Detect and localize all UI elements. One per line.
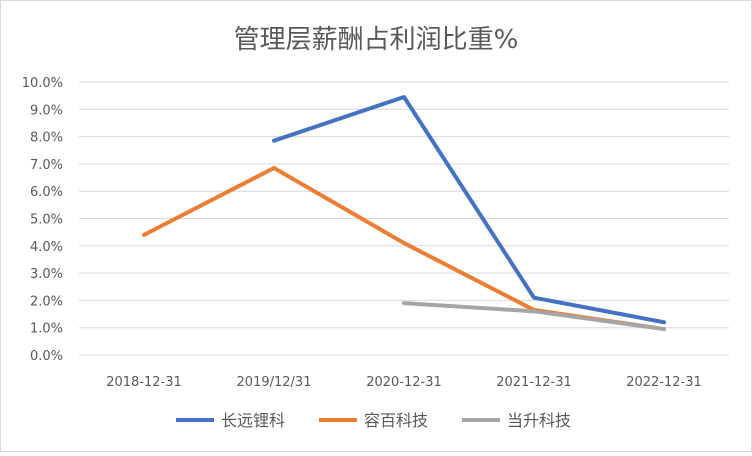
y-tick-label: 3.0%	[30, 267, 63, 282]
x-axis-ticks: 2018-12-31 2019/12/31 2020-12-31 2021-12-31…	[106, 375, 702, 390]
y-tick-label: 5.0%	[30, 213, 63, 228]
x-tick-label: 2022-12-31	[626, 375, 702, 390]
y-tick-label: 6.0%	[30, 185, 63, 200]
y-tick-label: 4.0%	[30, 240, 63, 255]
x-tick-label: 2018-12-31	[106, 375, 182, 390]
y-tick-label: 0.0%	[30, 349, 63, 364]
y-tick-label: 8.0%	[30, 131, 63, 146]
x-tick-label: 2021-12-31	[496, 375, 572, 390]
series-line	[272, 95, 666, 325]
x-tick-label: 2019/12/31	[237, 375, 312, 390]
legend-label: 容百科技	[364, 411, 428, 430]
y-tick-label: 7.0%	[30, 158, 63, 173]
gridlines	[79, 81, 729, 356]
y-tick-label: 1.0%	[30, 322, 63, 337]
y-tick-label: 2.0%	[30, 294, 63, 309]
y-axis-ticks: 0.0% 1.0% 2.0% 3.0% 4.0% 5.0% 6.0% 7.0% 8.0% 9.0%…	[22, 76, 63, 364]
series-line	[402, 301, 666, 332]
chart-title: 管理层薪酬占利润比重%	[234, 25, 519, 55]
legend: 长远锂科 容百科技 当升科技	[176, 411, 571, 430]
legend-label: 长远锂科	[221, 411, 285, 430]
y-tick-label: 10.0%	[22, 76, 63, 91]
series-lines	[142, 95, 666, 332]
x-tick-label: 2020-12-31	[366, 375, 442, 390]
y-tick-label: 9.0%	[30, 103, 63, 118]
legend-label: 当升科技	[507, 411, 571, 430]
